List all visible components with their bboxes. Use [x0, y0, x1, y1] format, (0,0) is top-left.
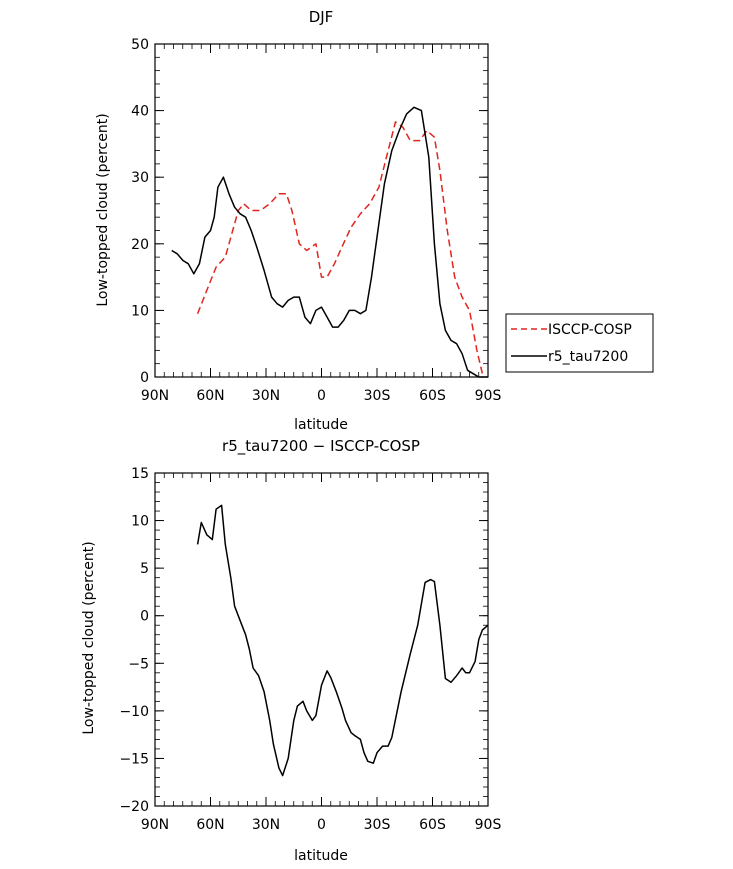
bottom-y-axis-label: Low-topped cloud (percent): [81, 541, 97, 734]
top-x-axis-label: latitude: [294, 417, 348, 433]
x-tick-label: 60S: [419, 817, 446, 833]
legend-label-isccp: ISCCP-COSP: [548, 322, 632, 338]
x-tick-label: 60N: [196, 388, 224, 404]
y-tick-label: 50: [131, 37, 149, 53]
y-tick-label: 20: [131, 237, 149, 253]
y-tick-label: 0: [140, 370, 149, 386]
top-x-ticks: 90N 60N 30N 0 30S 60S 90S: [141, 44, 502, 404]
legend-box: [505, 313, 654, 373]
series-line-r5-tau7200: [171, 106, 488, 378]
y-tick-label: 30: [131, 170, 149, 186]
y-tick-label: −20: [119, 799, 149, 815]
bottom-chart-title: r5_tau7200 − ISCCP-COSP: [222, 437, 420, 456]
y-tick-label: −5: [128, 656, 149, 672]
top-series-lines: [171, 106, 488, 378]
x-tick-label: 0: [317, 817, 326, 833]
bottom-y-ticks: −20 −15 −10 −5 0 5 10 15: [119, 466, 488, 815]
panel-top: DJF 0 10 20 30 40 50 90N 60N 30N 0 30S 60S 90S lati…: [95, 8, 654, 433]
x-tick-label: 90N: [141, 388, 169, 404]
bottom-x-axis-label: latitude: [294, 848, 348, 864]
y-tick-label: −10: [119, 704, 149, 720]
y-tick-label: −15: [119, 751, 149, 767]
y-tick-label: 0: [140, 609, 149, 625]
top-plot-frame: [154, 43, 489, 378]
bottom-plot-frame: [154, 472, 489, 807]
top-y-ticks: 0 10 20 30 40 50: [131, 37, 488, 386]
x-tick-label: 30N: [252, 817, 280, 833]
top-minor-ticks: [154, 43, 489, 378]
y-tick-label: 40: [131, 104, 149, 120]
legend-label-r5: r5_tau7200: [548, 349, 628, 365]
x-tick-label: 90S: [475, 817, 502, 833]
y-tick-label: 15: [131, 466, 149, 482]
series-line-isccp-cosp: [196, 121, 484, 374]
y-tick-label: 10: [131, 303, 149, 319]
x-tick-label: 90S: [475, 388, 502, 404]
legend: ISCCP-COSP r5_tau7200: [505, 313, 654, 373]
x-tick-label: 30N: [252, 388, 280, 404]
x-tick-label: 90N: [141, 817, 169, 833]
bottom-series-lines: [196, 504, 489, 777]
bottom-minor-ticks: [154, 472, 489, 807]
y-tick-label: 10: [131, 514, 149, 530]
series-line-difference: [196, 504, 489, 777]
top-chart-title: DJF: [309, 8, 334, 26]
x-tick-label: 60S: [419, 388, 446, 404]
x-tick-label: 30S: [364, 388, 391, 404]
panel-bottom: r5_tau7200 − ISCCP-COSP −20 −15 −10 −5 0 5 10 1…: [81, 437, 501, 864]
y-tick-label: 5: [140, 561, 149, 577]
bottom-x-ticks: 90N 60N 30N 0 30S 60S 90S: [141, 473, 502, 833]
top-y-axis-label: Low-topped cloud (percent): [95, 113, 111, 306]
x-tick-label: 0: [317, 388, 326, 404]
x-tick-label: 30S: [364, 817, 391, 833]
x-tick-label: 60N: [196, 817, 224, 833]
